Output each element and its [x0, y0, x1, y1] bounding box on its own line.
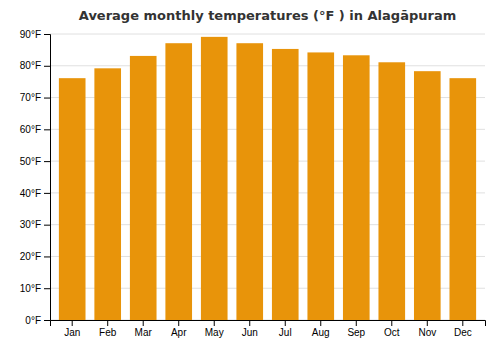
y-tick: 40°F — [20, 188, 50, 199]
grid-line — [50, 65, 485, 66]
y-tick: 90°F — [20, 29, 50, 40]
x-axis: Jan Feb Mar Apr May Jun Jul Aug Sep Oct Nov Dec — [51, 320, 486, 338]
x-tick: Sep — [347, 320, 365, 338]
tick-mark — [107, 320, 108, 326]
tick-mark — [320, 320, 321, 326]
tick-label: Jan — [64, 327, 80, 338]
y-tick: 30°F — [20, 219, 50, 230]
tick-label: 80°F — [20, 60, 41, 71]
tick-mark — [44, 225, 50, 226]
axis-line — [51, 321, 486, 327]
bar — [343, 55, 370, 320]
bar — [201, 37, 228, 320]
bar — [414, 71, 441, 320]
bar — [236, 43, 263, 320]
tick-label: Nov — [418, 327, 436, 338]
y-tick: 70°F — [20, 92, 50, 103]
y-tick: 20°F — [20, 251, 50, 262]
bar — [449, 78, 476, 320]
tick-mark — [44, 193, 50, 194]
axis-line — [44, 35, 51, 321]
grid — [50, 34, 485, 320]
bar — [165, 43, 192, 320]
bar — [59, 78, 86, 320]
tick-label: 50°F — [20, 156, 41, 167]
tick-mark — [178, 320, 179, 326]
plot-area — [59, 37, 476, 320]
bar — [272, 49, 299, 320]
y-tick: 80°F — [20, 60, 50, 71]
x-tick: Feb — [99, 320, 117, 338]
x-tick: Aug — [312, 320, 330, 338]
tick-mark — [44, 129, 50, 130]
tick-mark — [391, 320, 392, 326]
tick-label: 40°F — [20, 188, 41, 199]
tick-mark — [72, 320, 73, 326]
x-tick: Apr — [171, 320, 187, 338]
tick-mark — [356, 320, 357, 326]
tick-mark — [44, 288, 50, 289]
tick-label: Apr — [171, 327, 187, 338]
tick-mark — [285, 320, 286, 326]
tick-mark — [249, 320, 250, 326]
tick-mark — [143, 320, 144, 326]
x-tick: Jan — [64, 320, 80, 338]
y-axis: 0°F 10°F 20°F 30°F 40°F 50°F 60°F 70°F 80°F 90°F — [20, 29, 51, 326]
tick-label: May — [205, 327, 224, 338]
tick-label: 60°F — [20, 124, 41, 135]
tick-label: Aug — [312, 327, 330, 338]
y-tick: 10°F — [20, 283, 50, 294]
x-tick: Mar — [135, 320, 153, 338]
tick-mark — [44, 34, 50, 35]
x-tick: Dec — [454, 320, 472, 338]
x-tick: May — [205, 320, 224, 338]
x-tick: Nov — [418, 320, 436, 338]
tick-label: Jun — [242, 327, 258, 338]
x-tick: Jun — [242, 320, 258, 338]
tick-mark — [462, 320, 463, 326]
tick-label: Feb — [99, 327, 117, 338]
y-tick: 60°F — [20, 124, 50, 135]
bar — [94, 68, 121, 320]
tick-mark — [44, 320, 50, 321]
tick-label: 90°F — [20, 29, 41, 40]
grid-line — [50, 34, 485, 35]
bar — [378, 62, 405, 320]
tick-label: 0°F — [25, 315, 41, 326]
tick-label: 10°F — [20, 283, 41, 294]
tick-label: Dec — [454, 327, 472, 338]
tick-label: 70°F — [20, 92, 41, 103]
tick-label: Sep — [347, 327, 365, 338]
bar — [307, 52, 334, 320]
bar — [130, 56, 157, 320]
tick-label: Oct — [384, 327, 400, 338]
tick-mark — [44, 98, 50, 99]
x-tick: Oct — [384, 320, 400, 338]
tick-label: 30°F — [20, 219, 41, 230]
x-tick: Jul — [279, 320, 292, 338]
chart: 0°F 10°F 20°F 30°F 40°F 50°F 60°F 70°F 80°F 90°F J… — [0, 0, 500, 350]
tick-mark — [44, 66, 50, 67]
y-tick: 0°F — [25, 315, 50, 326]
title: Average monthly temperatures (°F ) in Al… — [79, 8, 456, 23]
tick-label: 20°F — [20, 251, 41, 262]
tick-mark — [44, 161, 50, 162]
tick-label: Mar — [135, 327, 153, 338]
tick-mark — [44, 256, 50, 257]
tick-mark — [214, 320, 215, 326]
y-tick: 50°F — [20, 156, 50, 167]
tick-mark — [427, 320, 428, 326]
tick-label: Jul — [279, 327, 292, 338]
